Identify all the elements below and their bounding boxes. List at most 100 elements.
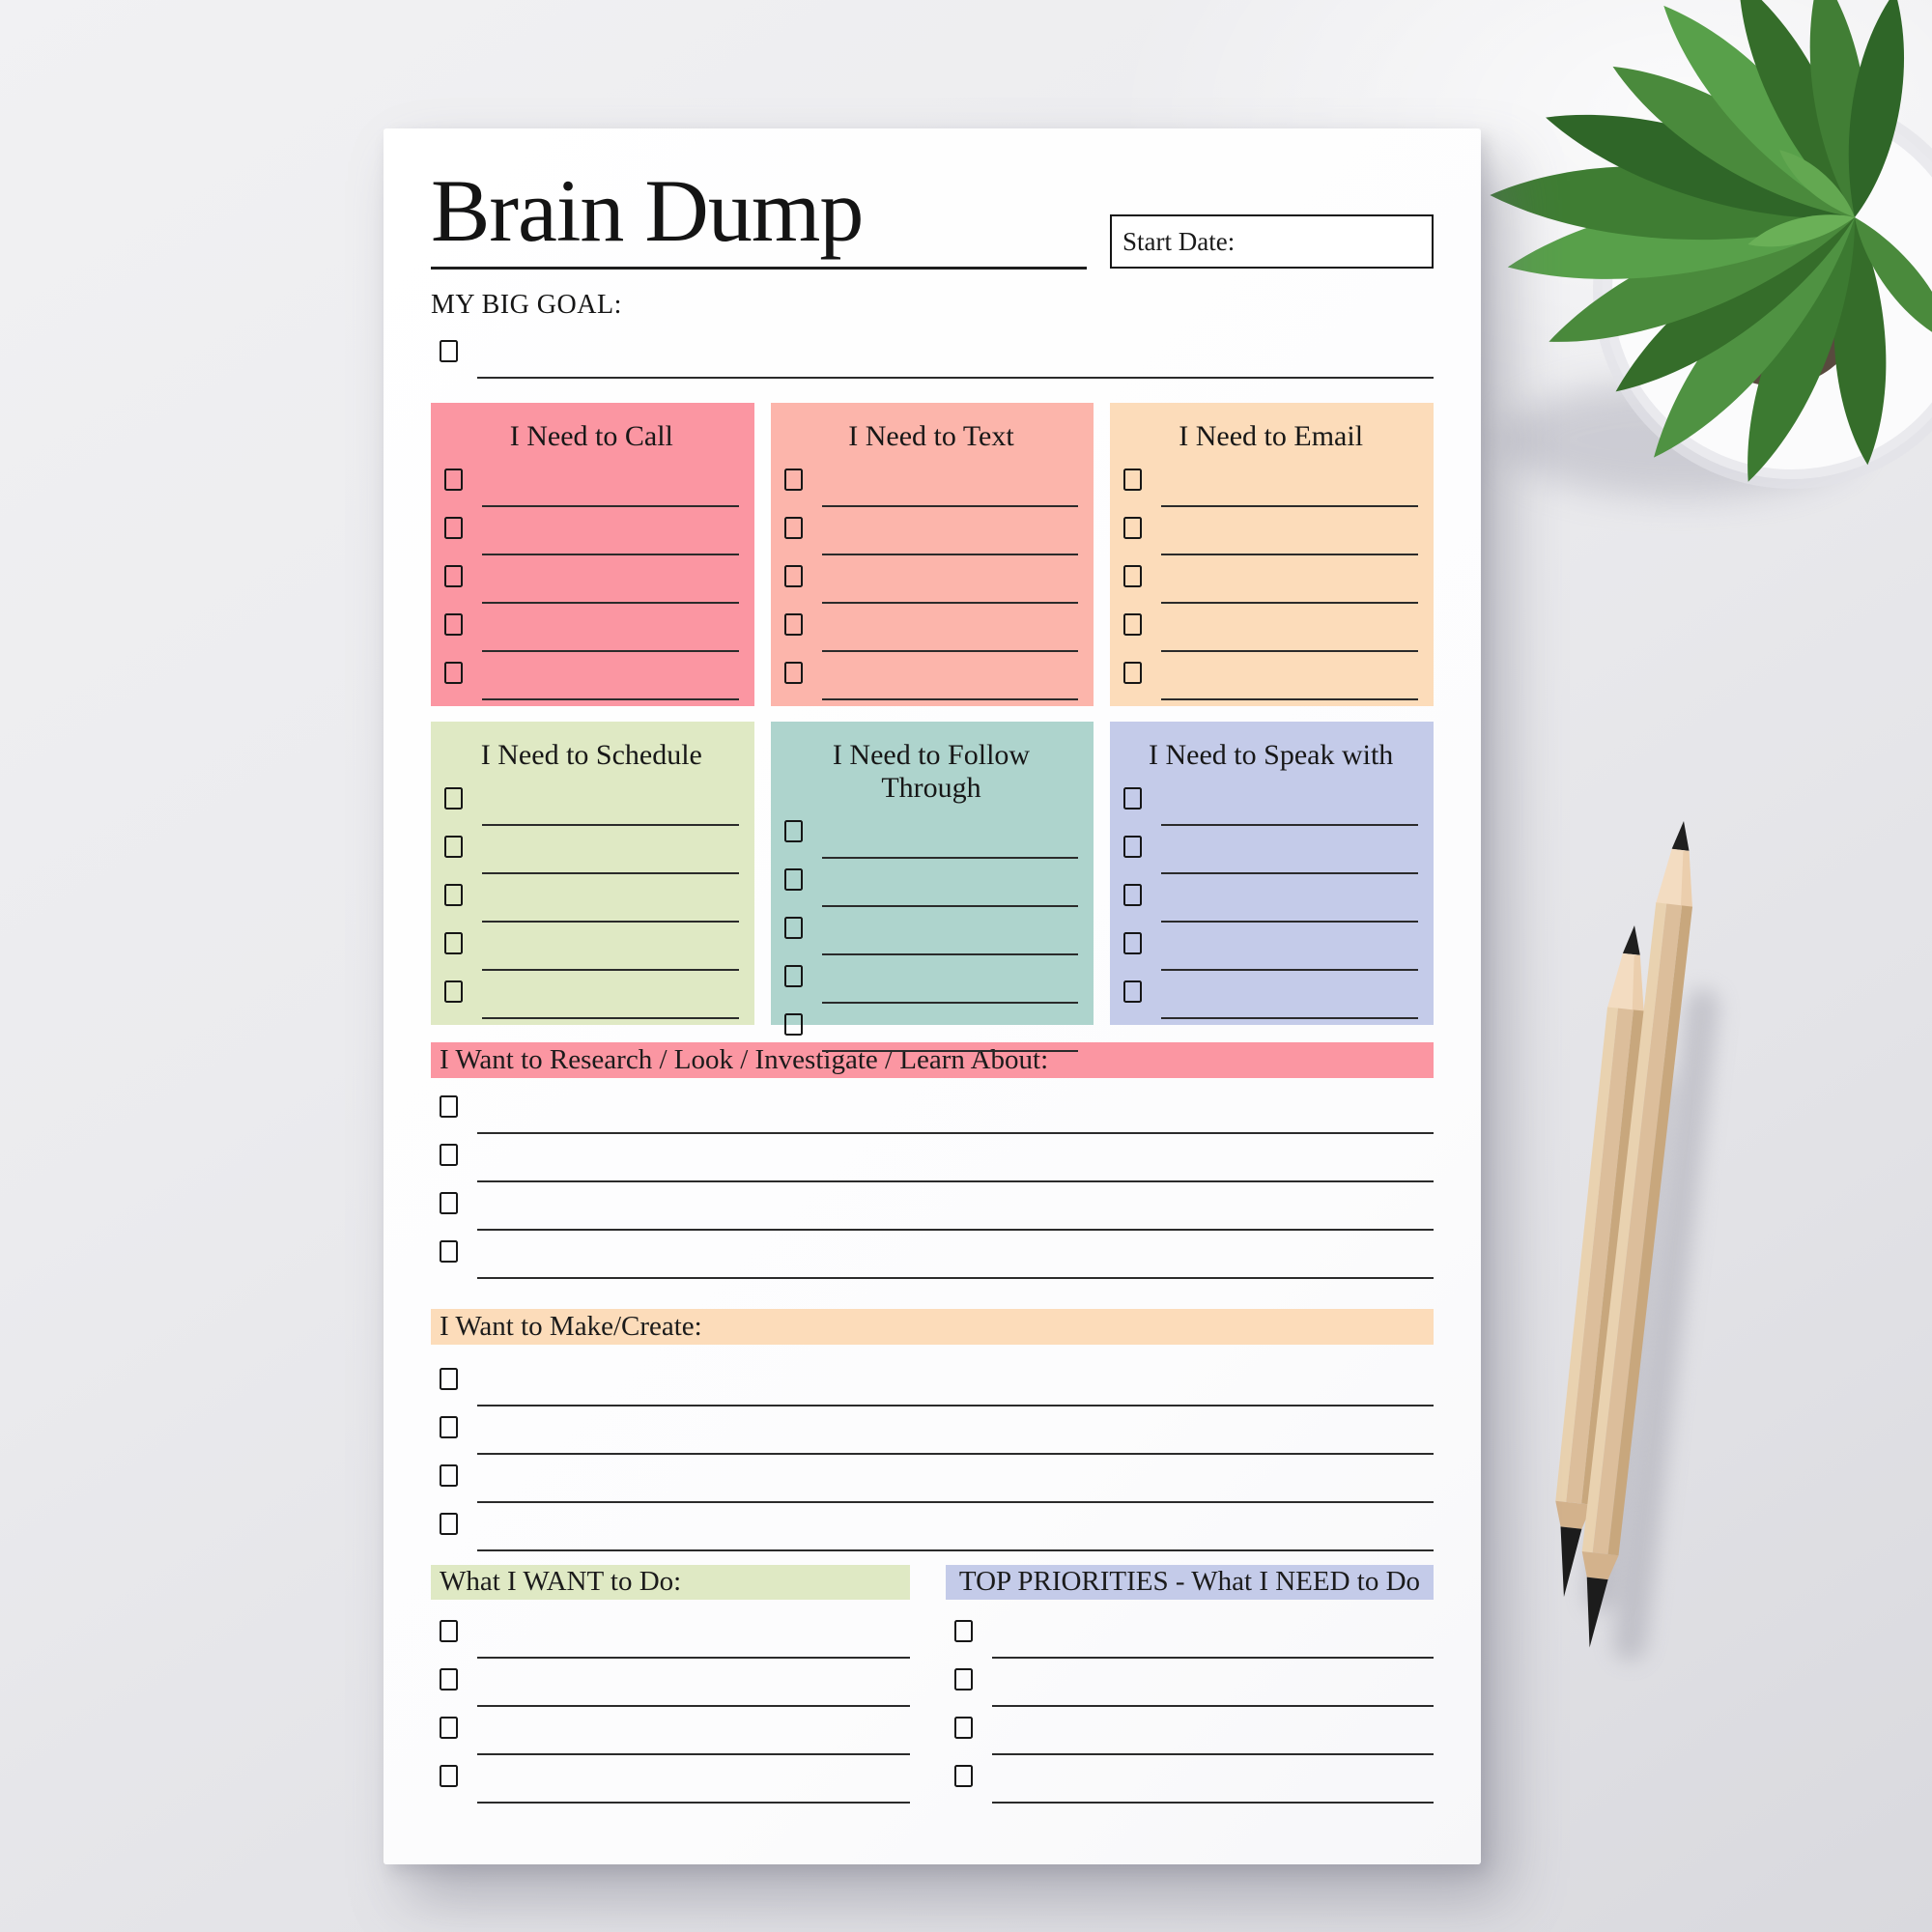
write-line[interactable] <box>477 1452 1434 1455</box>
write-line[interactable] <box>482 968 739 971</box>
write-line[interactable] <box>477 1228 1434 1231</box>
write-line[interactable] <box>482 1016 739 1019</box>
write-line[interactable] <box>1161 601 1418 604</box>
write-line[interactable] <box>477 1131 1434 1134</box>
checkbox[interactable] <box>1123 468 1143 491</box>
write-line[interactable] <box>477 376 1434 379</box>
write-line[interactable] <box>482 649 739 652</box>
checkbox[interactable] <box>444 980 463 1003</box>
checkbox[interactable] <box>783 819 803 842</box>
checkbox[interactable] <box>440 1463 458 1487</box>
checkbox[interactable] <box>440 1716 458 1739</box>
write-line[interactable] <box>482 823 739 826</box>
write-line[interactable] <box>477 1404 1434 1406</box>
checkbox[interactable] <box>440 1764 458 1787</box>
write-line[interactable] <box>1161 968 1418 971</box>
checkbox[interactable] <box>783 867 803 891</box>
want-sections: I Want to Research / Look / Investigate … <box>431 1041 1434 1551</box>
checkbox[interactable] <box>440 1415 458 1438</box>
checkbox[interactable] <box>444 612 463 636</box>
write-line[interactable] <box>477 1276 1434 1279</box>
write-line[interactable] <box>992 1704 1434 1707</box>
checkbox[interactable] <box>783 964 803 987</box>
start-date-field[interactable]: Start Date: <box>1110 214 1434 269</box>
write-line[interactable] <box>477 1548 1434 1551</box>
write-line[interactable] <box>821 904 1079 907</box>
checkbox[interactable] <box>1123 516 1143 539</box>
write-line[interactable] <box>1161 920 1418 923</box>
write-line[interactable] <box>1161 697 1418 700</box>
checkbox[interactable] <box>444 931 463 954</box>
checkbox[interactable] <box>440 1512 458 1535</box>
checkbox[interactable] <box>1123 564 1143 587</box>
write-line[interactable] <box>477 1179 1434 1182</box>
write-line[interactable] <box>821 952 1079 955</box>
checkbox[interactable] <box>1123 980 1143 1003</box>
write-line[interactable] <box>482 553 739 555</box>
write-line[interactable] <box>821 504 1079 507</box>
write-line[interactable] <box>482 601 739 604</box>
write-line[interactable] <box>482 504 739 507</box>
write-line[interactable] <box>482 697 739 700</box>
write-line[interactable] <box>1161 823 1418 826</box>
write-line[interactable] <box>1161 649 1418 652</box>
write-line[interactable] <box>477 1704 910 1707</box>
write-line[interactable] <box>1161 1016 1418 1019</box>
checkbox[interactable] <box>783 916 803 939</box>
checkbox[interactable] <box>783 564 803 587</box>
checkbox[interactable] <box>1123 883 1143 906</box>
checkbox[interactable] <box>1123 931 1143 954</box>
write-line[interactable] <box>1161 871 1418 874</box>
write-line[interactable] <box>477 1500 1434 1503</box>
write-line[interactable] <box>477 1801 910 1804</box>
write-line[interactable] <box>1161 553 1418 555</box>
write-line[interactable] <box>821 553 1079 555</box>
checkbox[interactable] <box>440 1667 458 1690</box>
checkbox[interactable] <box>444 516 463 539</box>
checkbox[interactable] <box>783 612 803 636</box>
write-line[interactable] <box>821 697 1079 700</box>
checkbox[interactable] <box>1123 612 1143 636</box>
checkbox[interactable] <box>1123 661 1143 684</box>
checkbox[interactable] <box>954 1667 973 1690</box>
checkbox[interactable] <box>783 516 803 539</box>
write-line[interactable] <box>482 871 739 874</box>
write-line[interactable] <box>992 1656 1434 1659</box>
write-line[interactable] <box>821 1049 1079 1052</box>
checkbox[interactable] <box>440 1191 458 1214</box>
pencil-right <box>1581 821 1693 1648</box>
checkbox[interactable] <box>440 339 458 362</box>
checkbox[interactable] <box>444 564 463 587</box>
checkbox[interactable] <box>440 1239 458 1263</box>
checkbox[interactable] <box>954 1764 973 1787</box>
checkbox[interactable] <box>444 468 463 491</box>
checkbox[interactable] <box>783 661 803 684</box>
write-line[interactable] <box>477 1656 910 1659</box>
write-line[interactable] <box>821 601 1079 604</box>
checkbox[interactable] <box>954 1619 973 1642</box>
checkbox[interactable] <box>440 1143 458 1166</box>
write-line[interactable] <box>992 1801 1434 1804</box>
write-line[interactable] <box>821 1001 1079 1004</box>
checkbox[interactable] <box>783 1012 803 1036</box>
write-line[interactable] <box>482 920 739 923</box>
check-row <box>783 955 1079 1004</box>
checkbox[interactable] <box>440 1367 458 1390</box>
checkbox[interactable] <box>1123 786 1143 810</box>
checkbox[interactable] <box>954 1716 973 1739</box>
write-line[interactable] <box>992 1752 1434 1755</box>
checkbox[interactable] <box>444 835 463 858</box>
checkbox[interactable] <box>444 786 463 810</box>
rows <box>1123 459 1418 700</box>
checkbox[interactable] <box>440 1619 458 1642</box>
write-line[interactable] <box>821 856 1079 859</box>
checkbox[interactable] <box>783 468 803 491</box>
check-row <box>783 604 1079 652</box>
checkbox[interactable] <box>444 883 463 906</box>
checkbox[interactable] <box>444 661 463 684</box>
write-line[interactable] <box>821 649 1079 652</box>
checkbox[interactable] <box>440 1094 458 1118</box>
write-line[interactable] <box>477 1752 910 1755</box>
write-line[interactable] <box>1161 504 1418 507</box>
checkbox[interactable] <box>1123 835 1143 858</box>
